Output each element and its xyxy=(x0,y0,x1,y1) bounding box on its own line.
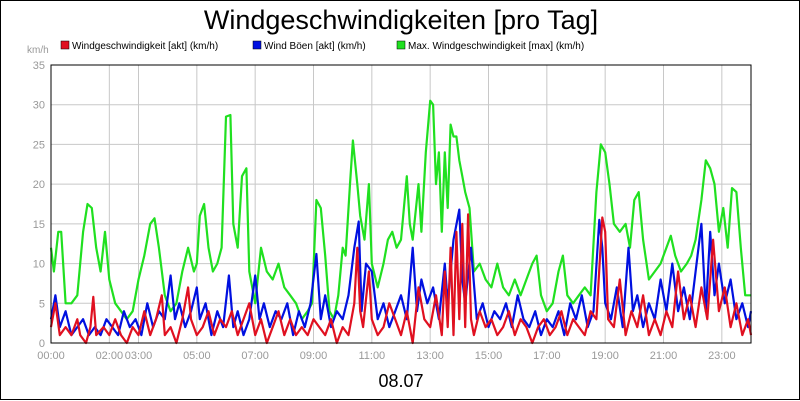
x-tick-label: 21:00 xyxy=(650,350,678,362)
x-tick-label: 05:00 xyxy=(183,350,211,362)
x-tick-label: 15:00 xyxy=(475,350,503,362)
x-tick-label: 02:00 xyxy=(96,350,124,362)
y-tick-labels: 0 5 10 15 20 25 30 35 xyxy=(33,60,45,350)
y-tick-label: 5 xyxy=(39,298,45,310)
legend-label: Windgeschwindigkeit [akt] (km/h) xyxy=(72,41,218,52)
x-tick-label: 13:00 xyxy=(416,350,444,362)
series-line-1 xyxy=(49,208,753,337)
x-tick-label: 07:00 xyxy=(241,350,269,362)
x-tick-label: 11:00 xyxy=(358,350,385,362)
y-tick-label: 0 xyxy=(39,338,45,350)
y-tick-label: 35 xyxy=(33,60,45,72)
series-layer xyxy=(49,99,753,345)
series-line-0 xyxy=(49,213,753,345)
x-tick-labels: 00:00 02:00 03:00 05:00 07:00 09:00 11:00 13:00… xyxy=(37,350,735,362)
legend-swatch xyxy=(252,40,262,50)
y-axis-unit: km/h xyxy=(27,45,49,56)
y-tick-label: 20 xyxy=(33,179,45,191)
x-tick-label: 03:00 xyxy=(125,350,153,362)
y-tick-label: 30 xyxy=(33,100,45,112)
grid xyxy=(51,65,751,343)
legend-label: Max. Windgeschwindigkeit [max] (km/h) xyxy=(408,41,584,52)
y-tick-label: 10 xyxy=(33,259,45,271)
legend-label: Wind Böen [akt] (km/h) xyxy=(264,41,366,52)
x-tick-label: 17:00 xyxy=(533,350,561,362)
y-tick-label: 25 xyxy=(33,139,45,151)
x-tick-label: 09:00 xyxy=(300,350,328,362)
legend-swatch xyxy=(396,40,406,50)
x-axis-date-label: 08.07 xyxy=(378,371,423,391)
plot-border xyxy=(50,64,752,344)
x-tick-label: 00:00 xyxy=(37,350,65,362)
chart-title: Windgeschwindigkeiten [pro Tag] xyxy=(204,5,598,35)
legend-swatch xyxy=(60,40,70,50)
series-line-2 xyxy=(49,99,751,321)
y-tick-label: 15 xyxy=(33,219,45,231)
x-tick-label: 19:00 xyxy=(591,350,619,362)
x-tick-label: 23:00 xyxy=(708,350,736,362)
legend: Windgeschwindigkeit [akt] (km/h) Wind Böe… xyxy=(60,40,584,52)
plot-area xyxy=(51,65,751,343)
